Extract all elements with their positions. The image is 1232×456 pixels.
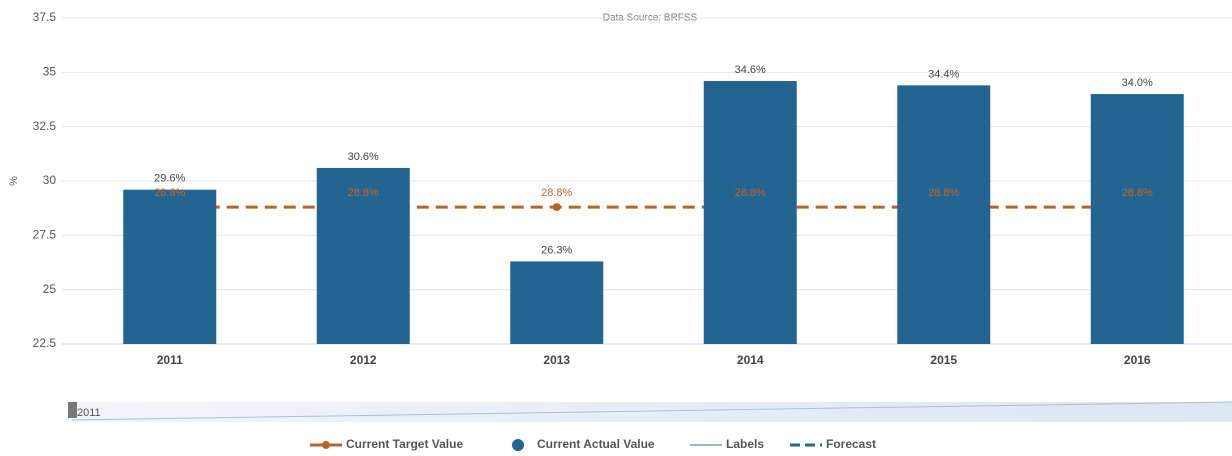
target-label: 28.8% (348, 187, 379, 199)
legend-label: Forecast (826, 437, 876, 451)
legend-marker (322, 441, 330, 449)
bar (897, 85, 991, 344)
target-marker (552, 203, 561, 212)
bar (316, 167, 410, 344)
bar (1090, 94, 1184, 344)
y-axis-label: % (8, 176, 20, 186)
value-label: 30.6% (348, 151, 379, 163)
legend-label: Current Target Value (346, 437, 463, 451)
x-tick-label: 2014 (737, 353, 764, 367)
value-label: 26.3% (541, 244, 572, 256)
value-label: 34.0% (1122, 77, 1153, 89)
x-tick-label: 2015 (930, 353, 957, 367)
y-tick-label: 37.5 (33, 10, 57, 24)
value-label: 34.4% (928, 68, 959, 80)
target-label: 28.8% (541, 187, 572, 199)
target-label: 28.8% (735, 187, 766, 199)
y-tick-label: 27.5 (33, 228, 57, 242)
x-tick-label: 2013 (543, 353, 570, 367)
legend-label: Current Actual Value (537, 437, 655, 451)
legend-marker (512, 439, 524, 451)
target-label: 28.8% (928, 187, 959, 199)
y-tick-label: 32.5 (33, 119, 57, 133)
x-tick-label: 2011 (157, 353, 183, 367)
navigator-outline (71, 401, 1232, 421)
value-label: 29.6% (154, 173, 185, 185)
legend-label: Labels (726, 437, 764, 451)
y-tick-label: 30 (43, 173, 57, 187)
navigator-label: 2011 (77, 407, 101, 419)
bar (123, 189, 217, 344)
value-label: 34.6% (735, 64, 766, 76)
y-tick-label: 22.5 (33, 336, 57, 350)
y-tick-label: 25 (43, 282, 57, 296)
navigator-handle (68, 402, 77, 418)
target-label: 28.8% (154, 187, 185, 199)
y-tick-label: 35 (43, 65, 57, 79)
target-label: 28.8% (1122, 187, 1153, 199)
x-tick-label: 2016 (1124, 353, 1151, 367)
bar (510, 261, 604, 344)
bar (703, 81, 797, 344)
x-tick-label: 2012 (350, 353, 377, 367)
